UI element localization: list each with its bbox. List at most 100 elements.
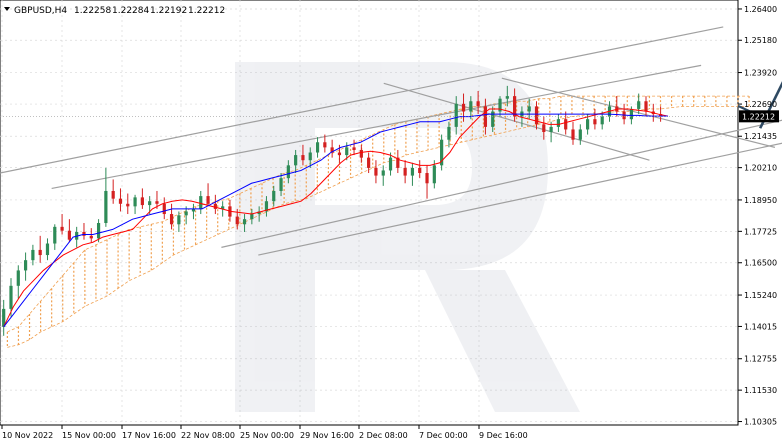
y-tick-label: 1.20210 xyxy=(744,164,777,173)
candle-body xyxy=(9,285,13,309)
candle-body xyxy=(53,226,57,244)
candle-body xyxy=(469,101,473,112)
x-tick-label: 10 Nov 2022 xyxy=(2,431,53,440)
x-tick-label: 15 Nov 00:00 xyxy=(62,431,116,440)
candle-body xyxy=(308,152,312,161)
chart-header: GBPUSD,H4 1.22258 1.22284 1.22192 1.2221… xyxy=(4,6,225,16)
candle-body xyxy=(118,198,123,204)
triangle-down-icon[interactable] xyxy=(4,7,10,11)
grid xyxy=(0,0,739,426)
candle-body xyxy=(440,139,444,166)
candle-body xyxy=(432,165,436,184)
candle-body xyxy=(2,308,6,327)
candle-body xyxy=(235,216,239,225)
plot-frame xyxy=(0,0,739,426)
candle-body xyxy=(381,170,385,176)
candle-body xyxy=(272,190,276,202)
ohlc-high: 1.22284 xyxy=(112,6,149,16)
candle-body xyxy=(96,223,101,239)
price-tag-label: 1.22212 xyxy=(742,112,775,121)
candle-body xyxy=(578,129,582,140)
candle-body xyxy=(425,173,429,184)
trend-line xyxy=(383,82,650,161)
candle-body xyxy=(286,165,290,179)
y-tick-label: 1.10305 xyxy=(744,418,777,427)
x-tick-label: 2 Dec 08:00 xyxy=(359,431,408,440)
candle-body xyxy=(38,249,42,256)
candle-body xyxy=(461,103,466,112)
candle-body xyxy=(418,167,422,174)
candle-body xyxy=(352,147,356,150)
y-tick-label: 1.17725 xyxy=(744,227,777,236)
candle-body xyxy=(447,126,451,140)
y-tick-label: 1.25180 xyxy=(744,36,777,45)
trend-line xyxy=(0,26,724,174)
candle-body xyxy=(505,96,509,99)
ohlc-open: 1.22258 xyxy=(74,6,111,16)
ohlc-close: 1.22212 xyxy=(188,6,225,16)
candle-body xyxy=(250,214,254,220)
candle-body xyxy=(148,201,152,206)
x-tick-label: 22 Nov 08:00 xyxy=(181,431,235,440)
y-tick-label: 1.16500 xyxy=(744,259,777,268)
candle-body xyxy=(279,178,283,191)
candle-body xyxy=(345,147,349,156)
x-tick-label: 9 Dec 16:00 xyxy=(479,431,528,440)
candle-body xyxy=(133,197,137,207)
x-axis: 10 Nov 2022 15 Nov 00:00 17 Nov 16:00 22 No… xyxy=(1,425,528,440)
x-tick-label: 29 Nov 16:00 xyxy=(300,431,354,440)
candle-body xyxy=(264,201,269,212)
candle-body xyxy=(257,211,261,215)
forecast-arrow-shaft xyxy=(758,81,782,129)
candle-body xyxy=(491,111,495,127)
candle-body xyxy=(67,230,71,240)
senkou-span-a-line xyxy=(7,95,750,333)
candle-body xyxy=(571,129,575,140)
candle-body xyxy=(206,196,210,204)
candle-body xyxy=(89,235,93,239)
candle-body xyxy=(45,243,50,256)
trend-line xyxy=(51,64,702,189)
candle-body xyxy=(111,190,115,199)
price-tag-box xyxy=(739,110,779,123)
candle-body xyxy=(315,142,320,153)
x-tick-label: 7 Dec 00:00 xyxy=(419,431,468,440)
candle-body xyxy=(169,214,174,225)
candle-body xyxy=(104,190,108,224)
candle-body xyxy=(367,157,371,168)
x-tick-label: 17 Nov 16:00 xyxy=(122,431,176,440)
candle-body xyxy=(126,203,130,207)
candle-body xyxy=(403,167,407,176)
candle-body xyxy=(549,126,553,133)
y-tick-label: 1.22690 xyxy=(744,100,777,109)
candle-body xyxy=(629,108,633,120)
candle-body xyxy=(155,201,159,204)
x-tick-label: 25 Nov 00:00 xyxy=(240,431,294,440)
candle-body xyxy=(586,119,590,130)
candle-body xyxy=(337,152,342,156)
candle-body xyxy=(177,215,181,225)
candle-body xyxy=(454,103,458,127)
candle-body xyxy=(476,101,480,107)
trend-line xyxy=(258,142,782,256)
candle-body xyxy=(556,119,561,127)
candle-body xyxy=(564,119,568,130)
candle-body xyxy=(294,155,298,166)
candle-body xyxy=(184,211,188,216)
senkou-span-b-line xyxy=(7,105,750,348)
candle-body xyxy=(374,167,378,176)
candle-body xyxy=(658,114,663,117)
candle-body xyxy=(527,106,531,112)
candle-body xyxy=(396,157,400,168)
candle-body xyxy=(213,203,217,209)
candle-body xyxy=(323,142,327,148)
ichimoku-cloud xyxy=(6,95,750,348)
candle-body xyxy=(637,101,641,109)
candle-body xyxy=(82,231,86,236)
candle-body xyxy=(359,149,363,158)
trend-line xyxy=(221,119,782,248)
kijun-sen-line xyxy=(3,113,668,328)
candle-body xyxy=(221,206,225,209)
y-tick-label: 1.26400 xyxy=(744,5,777,14)
candle-body xyxy=(301,155,305,161)
